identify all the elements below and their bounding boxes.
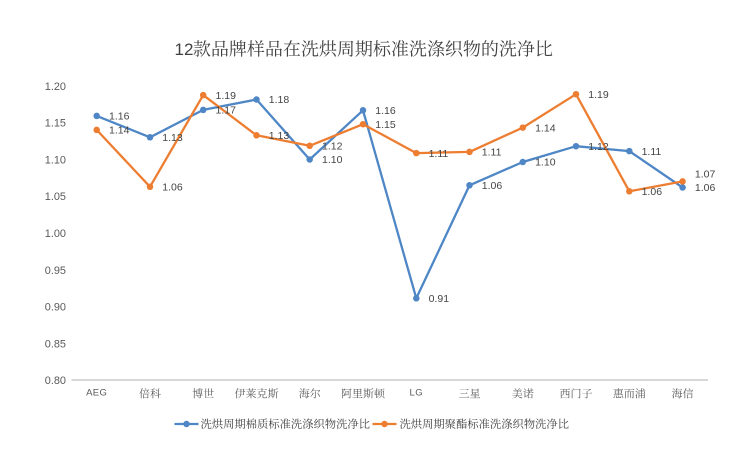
svg-text:1.07: 1.07 xyxy=(695,169,716,181)
svg-text:1.20: 1.20 xyxy=(45,81,66,93)
svg-text:1.15: 1.15 xyxy=(45,118,66,130)
svg-text:12: 12 xyxy=(175,40,194,59)
svg-text:AEG: AEG xyxy=(86,388,107,399)
svg-text:1.00: 1.00 xyxy=(45,228,66,240)
svg-text:1.05: 1.05 xyxy=(45,191,66,203)
svg-text:1.16: 1.16 xyxy=(109,111,130,123)
svg-text:1.06: 1.06 xyxy=(642,186,663,198)
svg-text:1.18: 1.18 xyxy=(269,94,290,106)
svg-text:1.06: 1.06 xyxy=(695,182,716,194)
svg-text:1.12: 1.12 xyxy=(588,141,609,153)
svg-text:1.11: 1.11 xyxy=(642,146,662,158)
svg-text:1.10: 1.10 xyxy=(535,157,556,169)
svg-text:LG: LG xyxy=(410,388,423,399)
svg-text:1.17: 1.17 xyxy=(216,105,237,117)
svg-text:1.13: 1.13 xyxy=(269,130,290,142)
svg-text:1.12: 1.12 xyxy=(322,141,343,153)
svg-text:0.91: 0.91 xyxy=(429,293,450,305)
svg-text:1.06: 1.06 xyxy=(482,180,503,192)
svg-text:1.13: 1.13 xyxy=(162,132,183,144)
svg-text:1.06: 1.06 xyxy=(162,182,183,194)
svg-text:1.14: 1.14 xyxy=(109,125,130,137)
svg-text:1.19: 1.19 xyxy=(216,90,237,102)
svg-text:0.85: 0.85 xyxy=(45,338,66,350)
svg-text:1.16: 1.16 xyxy=(375,105,396,117)
svg-text:0.90: 0.90 xyxy=(45,302,66,314)
svg-text:1.11: 1.11 xyxy=(429,148,449,160)
svg-text:1.11: 1.11 xyxy=(482,147,502,159)
svg-text:0.95: 0.95 xyxy=(45,265,66,277)
svg-text:1.10: 1.10 xyxy=(322,154,343,166)
svg-text:1.14: 1.14 xyxy=(535,122,556,134)
svg-text:0.80: 0.80 xyxy=(45,375,66,387)
svg-text:1.10: 1.10 xyxy=(45,154,66,166)
svg-text:1.15: 1.15 xyxy=(375,119,396,131)
svg-text:1.19: 1.19 xyxy=(588,89,609,101)
